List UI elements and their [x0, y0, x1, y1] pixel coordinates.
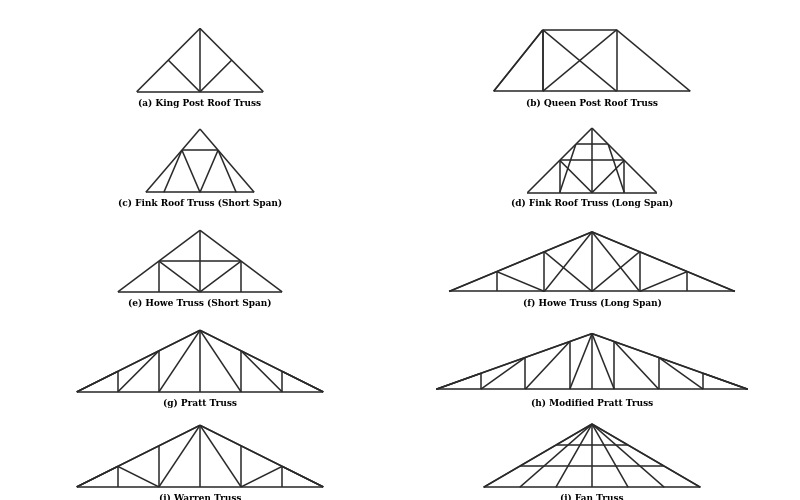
- Text: (g) Pratt Truss: (g) Pratt Truss: [163, 399, 237, 408]
- Text: (e) Howe Truss (Short Span): (e) Howe Truss (Short Span): [128, 298, 272, 308]
- Text: (d) Fink Roof Truss (Long Span): (d) Fink Roof Truss (Long Span): [511, 198, 673, 208]
- Text: (a) King Post Roof Truss: (a) King Post Roof Truss: [138, 99, 262, 108]
- Text: (b) Queen Post Roof Truss: (b) Queen Post Roof Truss: [526, 99, 658, 108]
- Text: (h) Modified Pratt Truss: (h) Modified Pratt Truss: [531, 399, 653, 408]
- Text: (f) Howe Truss (Long Span): (f) Howe Truss (Long Span): [522, 298, 662, 308]
- Text: (i) Warren Truss: (i) Warren Truss: [159, 494, 241, 500]
- Text: (c) Fink Roof Truss (Short Span): (c) Fink Roof Truss (Short Span): [118, 198, 282, 208]
- Text: (j) Fan Truss: (j) Fan Truss: [560, 494, 624, 500]
